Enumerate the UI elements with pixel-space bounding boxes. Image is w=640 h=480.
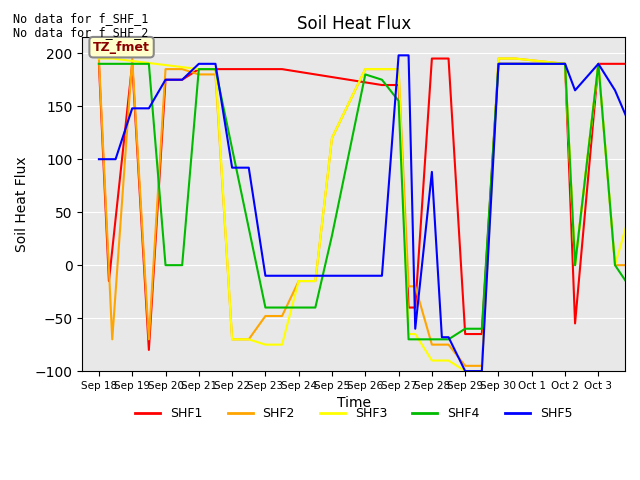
X-axis label: Time: Time: [337, 396, 371, 410]
Text: No data for f_SHF_1: No data for f_SHF_1: [13, 12, 148, 25]
Y-axis label: Soil Heat Flux: Soil Heat Flux: [15, 156, 29, 252]
Text: TZ_fmet: TZ_fmet: [93, 41, 150, 54]
Legend: SHF1, SHF2, SHF3, SHF4, SHF5: SHF1, SHF2, SHF3, SHF4, SHF5: [130, 402, 577, 425]
Text: No data for f_SHF_2: No data for f_SHF_2: [13, 26, 148, 39]
Title: Soil Heat Flux: Soil Heat Flux: [296, 15, 411, 33]
